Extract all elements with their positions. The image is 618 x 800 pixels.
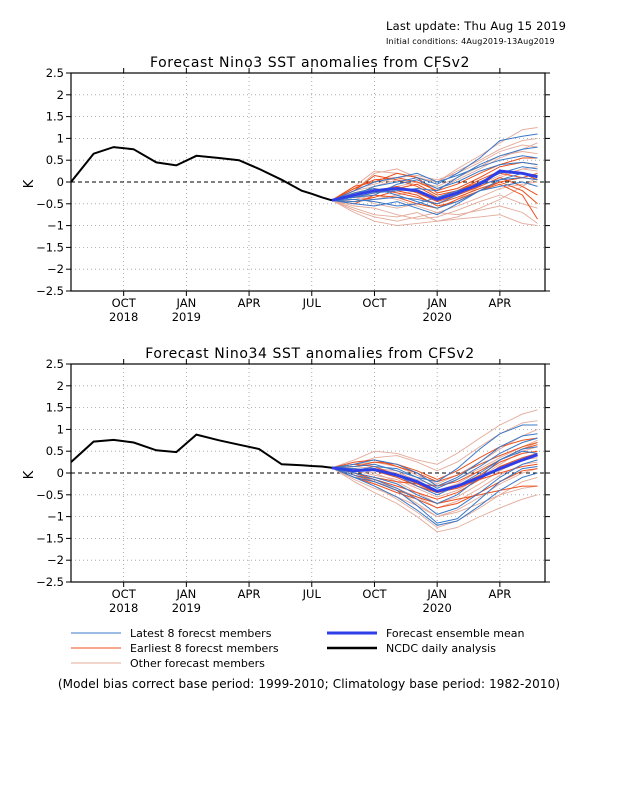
latest-member-line: [331, 459, 538, 515]
x-tick-year-label: 2018: [109, 310, 138, 324]
legend-item-label: Latest 8 forecst members: [130, 627, 272, 640]
y-axis-label: K: [22, 470, 37, 479]
legend-item-label: Other forecast members: [130, 657, 265, 670]
x-tick-year-label: 2018: [109, 601, 138, 615]
x-tick-label: JAN: [426, 296, 447, 310]
analysis-line: [71, 146, 333, 202]
y-tick-label: 2.5: [46, 357, 64, 371]
latest-member-line: [331, 181, 538, 209]
x-tick-year-label: 2020: [423, 601, 452, 615]
other-member-line: [331, 144, 538, 201]
y-tick-label: −2: [47, 553, 64, 567]
earliest-member-line: [331, 161, 538, 201]
chart-title: Forecast Nino3 SST anomalies from CFSv2: [150, 55, 470, 71]
x-tick-label: OCT: [362, 587, 387, 601]
y-tick-label: −2: [47, 262, 64, 276]
chart-title: Forecast Nino34 SST anomalies from CFSv2: [145, 346, 475, 362]
analysis-line: [71, 433, 332, 469]
x-tick-year-label: 2020: [423, 310, 452, 324]
series-group: [71, 127, 538, 227]
y-axis-label: K: [22, 179, 37, 188]
other-member-line: [331, 199, 538, 227]
y-tick-label: 0: [57, 466, 64, 480]
latest-member-line: [331, 172, 538, 216]
y-tick-label: 1.5: [46, 110, 64, 124]
footnote-text: (Model bias correct base period: 1999-20…: [57, 677, 561, 691]
x-tick-label: OCT: [112, 296, 137, 310]
latest-member-line: [331, 146, 538, 201]
y-tick-label: 2.5: [46, 66, 64, 80]
latest-member-line: [331, 467, 538, 526]
y-tick-label: 0: [57, 175, 64, 189]
earliest-member-line: [331, 452, 538, 500]
legend-item-label: Forecast ensemble mean: [386, 627, 525, 640]
other-member-line: [331, 199, 538, 224]
x-tick-label: JUL: [302, 296, 322, 310]
y-tick-label: 0.5: [46, 444, 64, 458]
x-tick-label: OCT: [362, 296, 387, 310]
y-tick-label: −1.5: [36, 240, 64, 254]
y-tick-label: −0.5: [36, 488, 64, 502]
latest-member-line: [331, 161, 538, 201]
x-tick-label: APR: [238, 587, 261, 601]
earliest-member-line: [331, 467, 538, 509]
y-tick-label: 1.5: [46, 401, 64, 415]
earliest-member-line: [331, 437, 538, 481]
series-group: [71, 409, 538, 533]
x-tick-label: JAN: [176, 587, 197, 601]
other-member-line: [331, 467, 538, 518]
latest-member-line: [331, 466, 538, 524]
plot-frame: [70, 72, 546, 292]
latest-member-line: [331, 155, 538, 201]
latest-member-line: [331, 177, 538, 207]
y-tick-label: −2.5: [36, 284, 64, 298]
last-update-text: Last update: Thu Aug 15 2019: [386, 19, 567, 33]
latest-member-line: [331, 437, 538, 489]
plot-frame: [70, 363, 546, 583]
y-tick-label: 2: [57, 379, 64, 393]
x-tick-year-label: 2019: [172, 601, 201, 615]
y-tick-label: −1.5: [36, 531, 64, 545]
y-tick-label: −1: [47, 219, 64, 233]
latest-member-line: [331, 424, 538, 483]
x-tick-label: JAN: [426, 587, 447, 601]
x-tick-label: OCT: [112, 587, 137, 601]
y-tick-label: 1: [57, 131, 64, 145]
other-member-line: [331, 194, 538, 220]
latest-member-line: [331, 446, 538, 505]
latest-member-line: [331, 433, 538, 487]
y-tick-label: −1: [47, 510, 64, 524]
ensemble-mean-line: [331, 169, 538, 202]
y-tick-label: 2: [57, 88, 64, 102]
chart-panel-2: Forecast Nino34 SST anomalies from CFSv2…: [22, 346, 550, 615]
ensemble-mean-line: [331, 453, 538, 493]
other-member-line: [331, 446, 538, 498]
initial-conditions-text: Initial conditions: 4Aug2019-13Aug2019: [386, 37, 555, 46]
other-member-line: [331, 409, 538, 469]
legend-item-label: Earliest 8 forecst members: [130, 642, 279, 655]
x-tick-label: JAN: [176, 296, 197, 310]
legend-item-label: NCDC daily analysis: [386, 642, 496, 655]
y-tick-label: 1: [57, 422, 64, 436]
earliest-member-line: [331, 183, 538, 220]
x-tick-label: JUL: [302, 587, 322, 601]
y-tick-label: −2.5: [36, 575, 64, 589]
legend: Latest 8 forecst members Earliest 8 forec…: [71, 627, 525, 670]
other-member-line: [331, 467, 538, 533]
chart-panel-1: Forecast Nino3 SST anomalies from CFSv2 2…: [22, 55, 550, 324]
x-tick-label: APR: [488, 296, 511, 310]
x-tick-label: APR: [488, 587, 511, 601]
x-tick-year-label: 2019: [172, 310, 201, 324]
latest-member-line: [331, 133, 538, 201]
other-member-line: [331, 420, 538, 472]
y-tick-label: 0.5: [46, 153, 64, 167]
y-tick-label: −0.5: [36, 197, 64, 211]
other-member-line: [331, 467, 538, 529]
other-member-line: [331, 151, 538, 201]
x-tick-label: APR: [238, 296, 261, 310]
